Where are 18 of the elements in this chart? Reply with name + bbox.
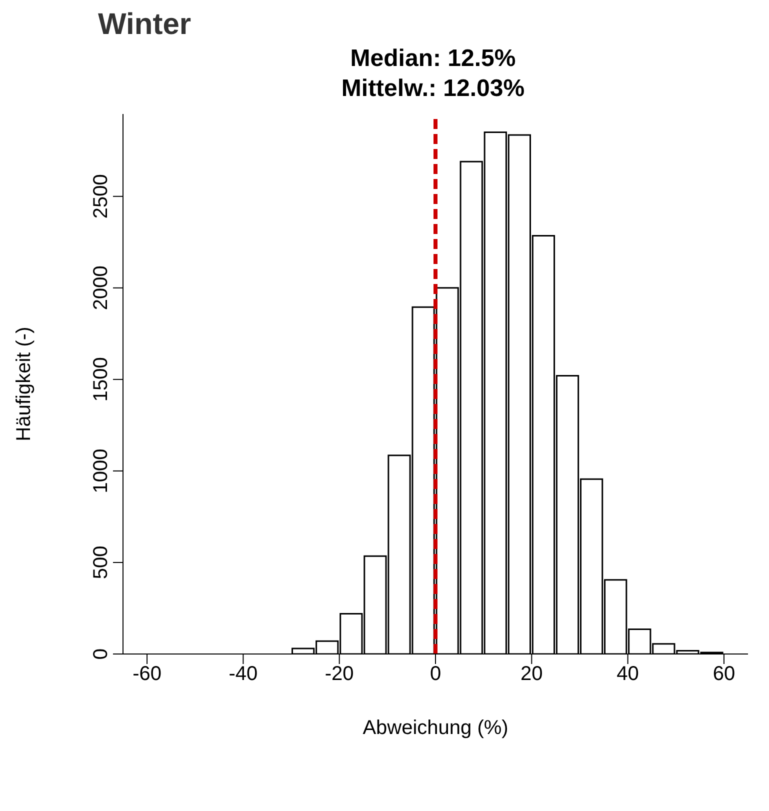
y-tick-label: 1500 [90,357,112,402]
y-tick-label: 1000 [90,448,112,494]
x-tick-label: 20 [520,663,543,686]
y-tick-label: 2000 [90,266,112,310]
text: Median: 12.5% [349,44,517,74]
chart-title: Winter [97,8,192,43]
x-tick-label: 0 [430,663,442,686]
y-tick-label: 500 [90,546,112,580]
x-tick-label: 60 [712,663,736,686]
y-axis-title: Häufigkeit (-) [13,326,36,442]
y-tick-label: 0 [90,648,112,660]
y-tick-label: 2500 [90,174,112,219]
x-tick-label: -40 [228,663,258,686]
text: Mittelw.: 12.03% [340,74,526,104]
x-axis-title: Abweichung (%) [362,717,508,739]
x-tick-label: 40 [616,663,639,686]
x-tick-label: -20 [324,663,354,686]
x-tick-label: -60 [132,663,162,686]
